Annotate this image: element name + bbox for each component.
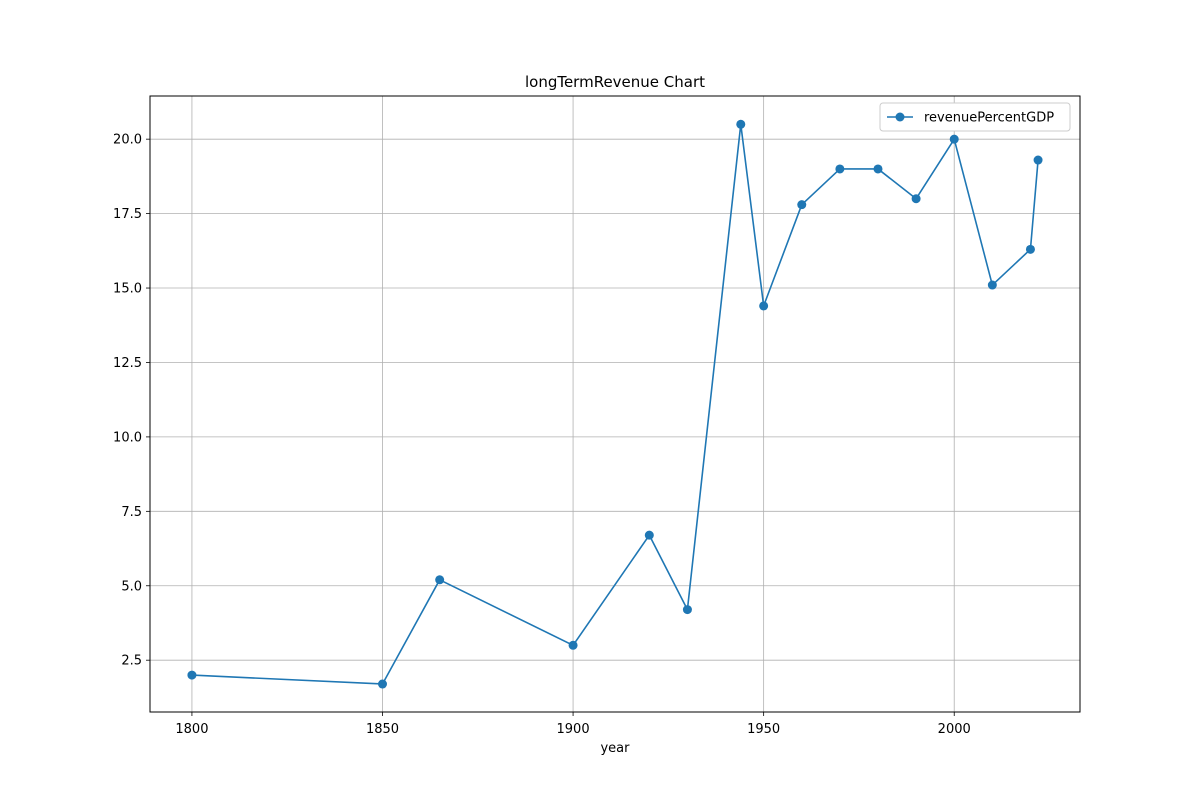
data-point <box>378 679 387 689</box>
data-point <box>736 119 746 129</box>
data-point <box>759 301 769 311</box>
data-point <box>949 134 959 144</box>
legend-label: revenuePercentGDP <box>924 111 1054 126</box>
data-point <box>682 605 692 615</box>
data-point <box>911 194 921 204</box>
legend: revenuePercentGDP <box>879 102 1071 132</box>
data-point <box>435 575 445 585</box>
x-tick-label: 1800 <box>175 722 208 737</box>
y-tick-label: 15.0 <box>113 282 142 297</box>
plot-frame <box>149 95 1081 713</box>
y-axis-ticks: 2.5 5.0 7.5 10.0 12.5 15.0 17.5 20.0 <box>113 133 150 669</box>
x-tick-label: 1850 <box>366 722 399 737</box>
data-point <box>644 530 654 540</box>
data-point <box>1025 244 1035 254</box>
y-tick-label: 12.5 <box>113 356 142 371</box>
data-point <box>987 280 997 290</box>
series-line <box>191 123 1039 685</box>
y-tick-label: 5.0 <box>121 579 142 594</box>
y-tick-label: 7.5 <box>121 505 142 520</box>
data-point <box>797 200 807 210</box>
x-tick-label: 1900 <box>557 722 590 737</box>
x-axis-label: year <box>600 741 630 756</box>
x-tick-label: 2000 <box>938 722 971 737</box>
data-point <box>1033 155 1043 165</box>
data-point <box>187 670 197 680</box>
x-tick-label: 1950 <box>747 722 780 737</box>
legend-box <box>879 102 1071 132</box>
y-tick-label: 2.5 <box>121 654 142 669</box>
legend-marker-swatch <box>895 112 905 122</box>
chart-title: longTermRevenue Chart <box>525 73 705 91</box>
y-tick-label: 20.0 <box>113 133 142 148</box>
y-tick-label: 17.5 <box>113 207 142 222</box>
data-point <box>873 164 883 174</box>
grid-lines <box>150 96 1080 712</box>
y-tick-label: 10.0 <box>113 430 142 445</box>
series-layer <box>187 119 1043 689</box>
x-axis-ticks: 1800 1850 1900 1950 2000 <box>175 712 971 737</box>
data-point <box>835 164 845 174</box>
data-point <box>568 640 578 650</box>
